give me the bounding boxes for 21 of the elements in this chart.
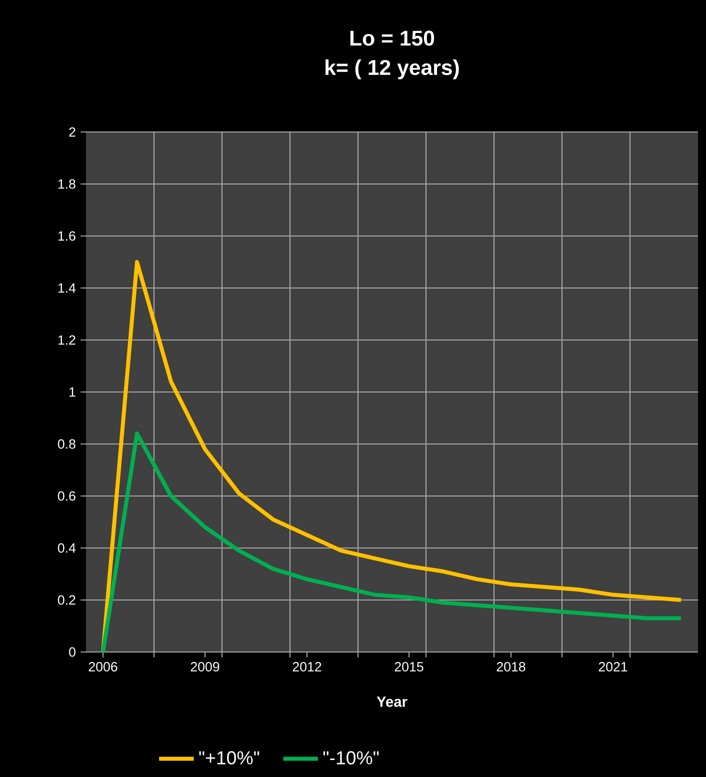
x-tick-label: 2015	[394, 662, 424, 672]
y-tick-label: 2	[69, 127, 76, 137]
x-tick-label: 2018	[496, 662, 526, 672]
x-axis-title: Year	[376, 696, 408, 707]
y-tick-label: 1.4	[58, 283, 76, 293]
chart-title: Lo = 150 k= ( 12 years)	[326, 30, 459, 80]
y-tick-label: 0	[69, 647, 76, 657]
y-tick-label: 1	[70, 387, 76, 397]
x-tick-label: 2021	[598, 662, 628, 672]
y-tick-label: 0.4	[58, 543, 76, 553]
y-tick-label: 1.2	[58, 335, 76, 345]
x-tick-label: 2012	[292, 662, 322, 672]
legend-label: "+10%"	[199, 751, 260, 764]
y-tick-label: 1.8	[58, 179, 76, 189]
y-tick-label: 0.6	[58, 491, 76, 501]
legend-label: "-10%"	[323, 751, 379, 764]
y-tick-label: 0.8	[58, 439, 76, 449]
x-tick-label: 2009	[190, 662, 220, 672]
x-tick-label: 2006	[88, 662, 118, 672]
y-tick-label: 1.6	[58, 231, 76, 241]
y-tick-label: 0.2	[58, 595, 76, 605]
